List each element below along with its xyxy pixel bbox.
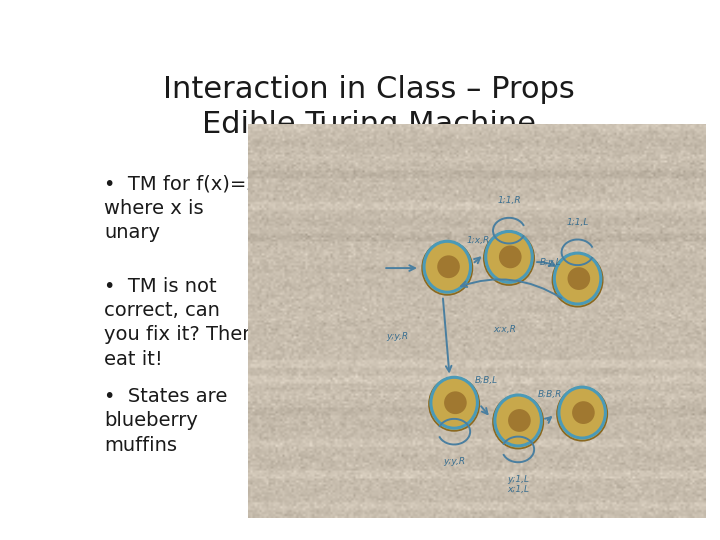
- Ellipse shape: [484, 232, 534, 285]
- Text: x;x,R: x;x,R: [493, 325, 516, 334]
- Ellipse shape: [444, 392, 467, 414]
- Ellipse shape: [572, 401, 595, 424]
- Text: Interaction in Class – Props
Edible Turing Machine: Interaction in Class – Props Edible Turi…: [163, 75, 575, 139]
- Text: B;B,R: B;B,R: [538, 390, 562, 399]
- Ellipse shape: [429, 377, 480, 431]
- Text: •  TM for f(x)=2x
where x is
unary: • TM for f(x)=2x where x is unary: [104, 175, 270, 242]
- Text: 1;x,R: 1;x,R: [467, 236, 490, 245]
- Text: •  TM is not
correct, can
you fix it? Then
eat it!: • TM is not correct, can you fix it? The…: [104, 277, 254, 369]
- Ellipse shape: [508, 409, 531, 432]
- Ellipse shape: [422, 241, 472, 295]
- Text: B;B,L: B;B,L: [474, 376, 498, 385]
- Ellipse shape: [552, 253, 603, 307]
- Ellipse shape: [499, 246, 521, 268]
- Text: •  States are
blueberry
muffins: • States are blueberry muffins: [104, 387, 228, 455]
- Ellipse shape: [437, 255, 460, 278]
- Ellipse shape: [557, 387, 607, 441]
- Text: 1;1,L: 1;1,L: [567, 218, 589, 227]
- Text: y;y,R: y;y,R: [386, 332, 408, 341]
- Text: y;y,R: y;y,R: [443, 457, 465, 467]
- Text: y;1,L
x;1,L: y;1,L x;1,L: [507, 475, 529, 495]
- Ellipse shape: [567, 267, 590, 290]
- Ellipse shape: [493, 395, 544, 449]
- Text: 1;1,R: 1;1,R: [498, 196, 521, 205]
- Text: B;y,L: B;y,L: [539, 258, 561, 267]
